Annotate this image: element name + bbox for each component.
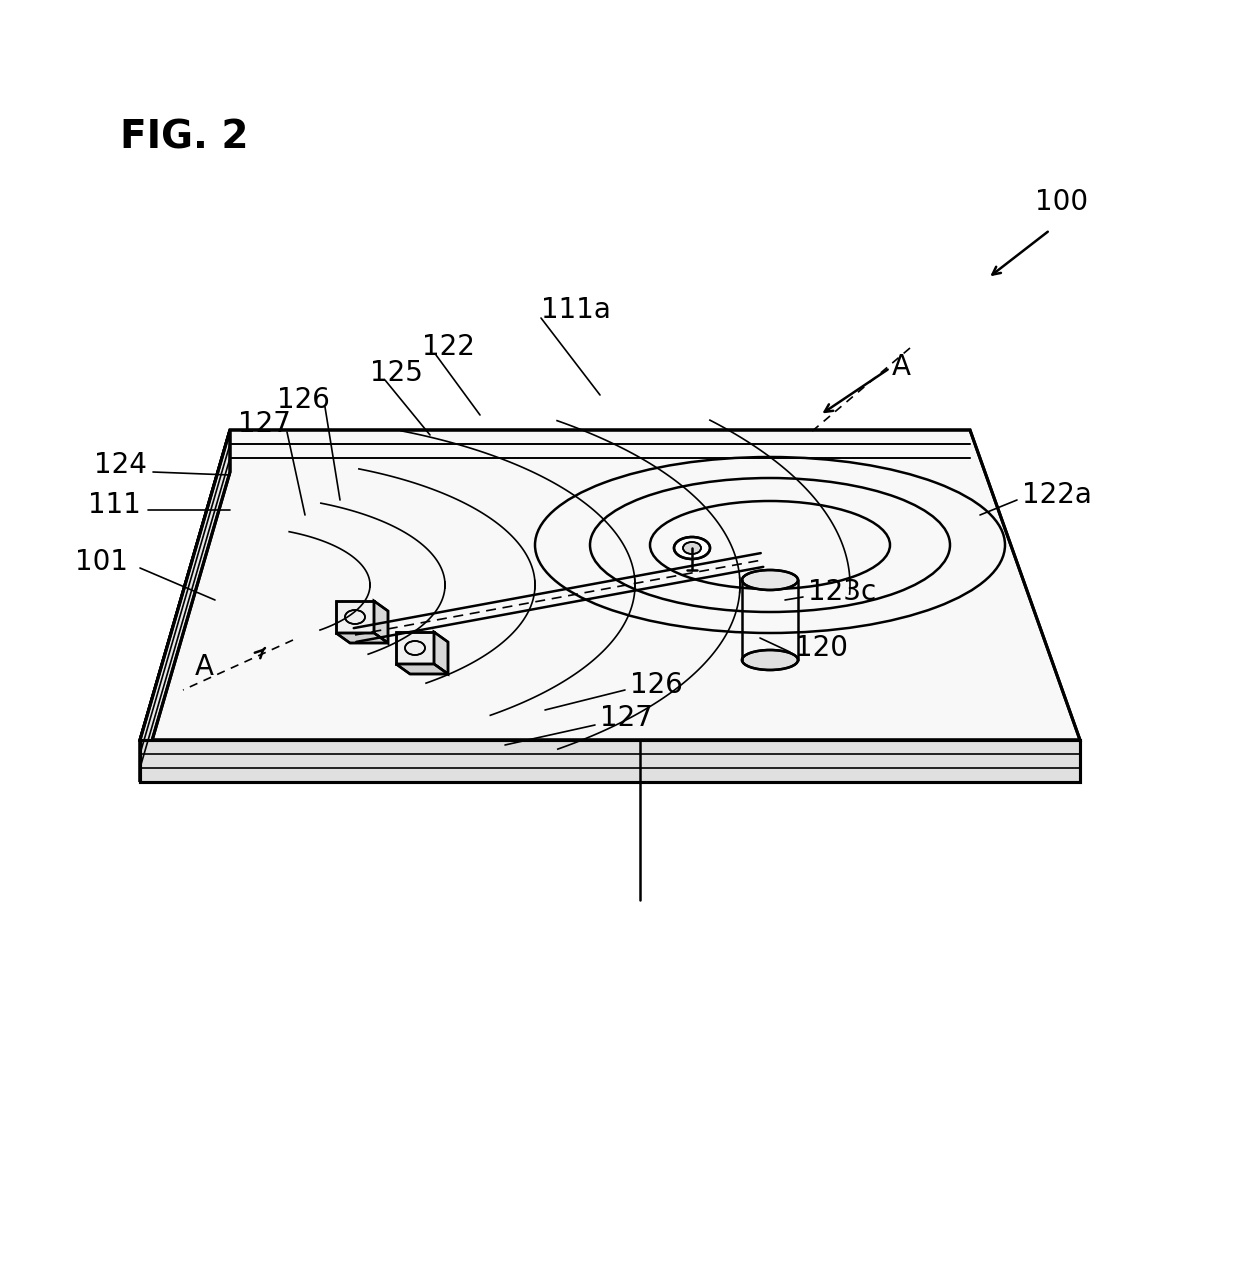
Text: A: A [892, 353, 911, 381]
Text: 125: 125 [370, 359, 423, 387]
Text: FIG. 2: FIG. 2 [120, 118, 248, 156]
Text: 123c: 123c [808, 578, 877, 606]
Polygon shape [140, 740, 1080, 782]
Polygon shape [396, 665, 448, 674]
Polygon shape [140, 429, 229, 782]
Text: 127: 127 [238, 410, 291, 438]
Ellipse shape [675, 537, 711, 558]
Polygon shape [374, 601, 388, 643]
Text: A: A [195, 653, 215, 681]
Polygon shape [336, 633, 388, 643]
Text: 120: 120 [795, 634, 848, 662]
Ellipse shape [345, 610, 365, 624]
Text: 122a: 122a [1022, 481, 1092, 509]
Text: 127: 127 [600, 704, 653, 732]
Text: 126: 126 [630, 671, 683, 699]
Polygon shape [396, 633, 434, 665]
Text: 100: 100 [1035, 188, 1089, 216]
Text: 124: 124 [94, 451, 148, 479]
Polygon shape [140, 429, 1080, 740]
Text: 122: 122 [422, 334, 475, 360]
Text: 126: 126 [277, 386, 330, 414]
Ellipse shape [742, 570, 799, 590]
Text: 111a: 111a [541, 296, 611, 325]
Ellipse shape [683, 542, 701, 553]
Ellipse shape [405, 642, 425, 656]
Text: 111: 111 [88, 491, 141, 519]
Ellipse shape [742, 651, 799, 670]
Text: 101: 101 [74, 548, 128, 576]
Polygon shape [434, 633, 448, 674]
Polygon shape [336, 601, 374, 633]
